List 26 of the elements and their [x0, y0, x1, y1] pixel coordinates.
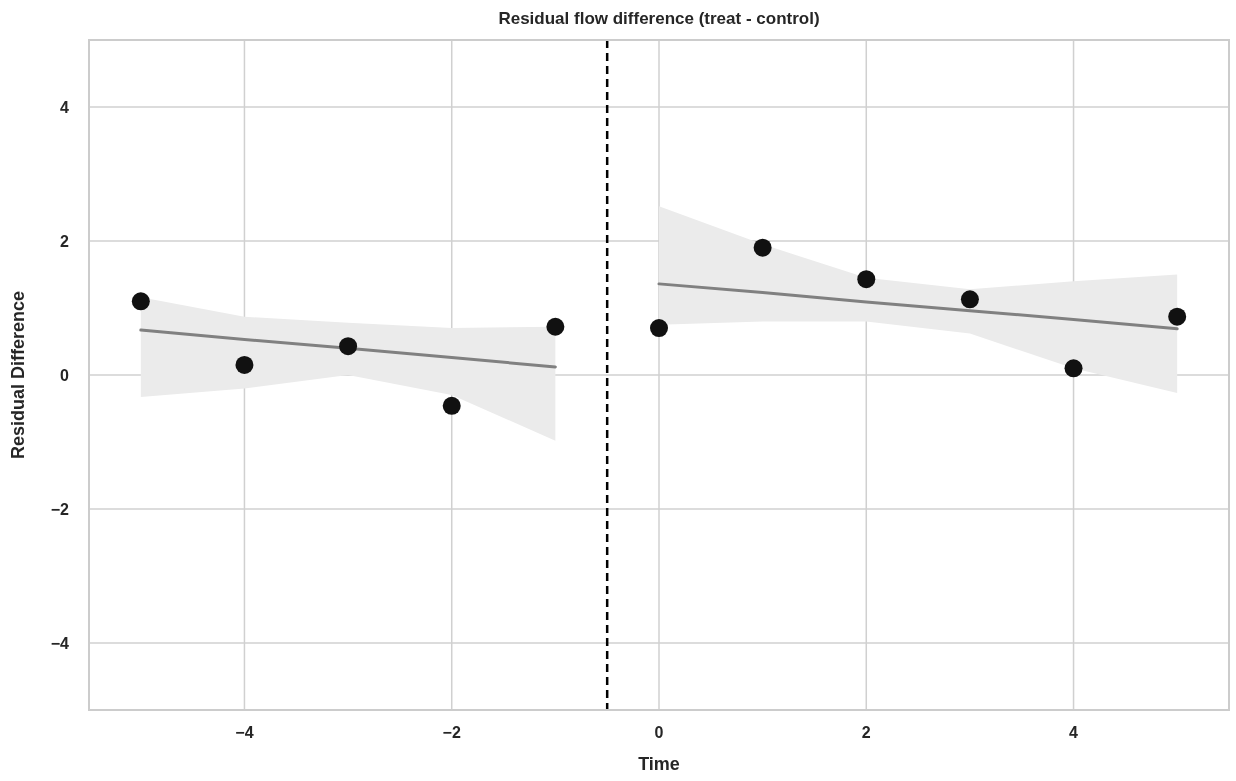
point [1064, 359, 1083, 378]
point [650, 319, 668, 338]
point [235, 355, 254, 374]
point [960, 290, 979, 309]
x-tick-label: 2 [861, 724, 871, 741]
line-series [139, 328, 557, 369]
x-tick-label: −4 [235, 724, 254, 741]
y-tick-label: 4 [60, 99, 70, 116]
y-axis-title: Residual Difference [8, 290, 28, 460]
x-axis-title: Time [638, 754, 680, 774]
y-tick-label: −2 [50, 501, 70, 518]
chart-title: Residual flow difference (treat - control) [498, 9, 820, 28]
point [1168, 307, 1187, 326]
point [753, 238, 772, 257]
point [131, 292, 150, 311]
y-tick-label: 2 [60, 233, 70, 250]
point [339, 337, 358, 356]
x-tick-label: −2 [442, 724, 461, 741]
point [546, 317, 565, 336]
y-tick-label: −4 [50, 635, 70, 652]
line-series [657, 282, 1179, 331]
point [442, 396, 461, 415]
x-tick-label: 4 [1069, 724, 1079, 741]
y-tick-label: 0 [60, 367, 70, 384]
x-tick-label: 0 [654, 724, 664, 741]
point [857, 270, 876, 289]
